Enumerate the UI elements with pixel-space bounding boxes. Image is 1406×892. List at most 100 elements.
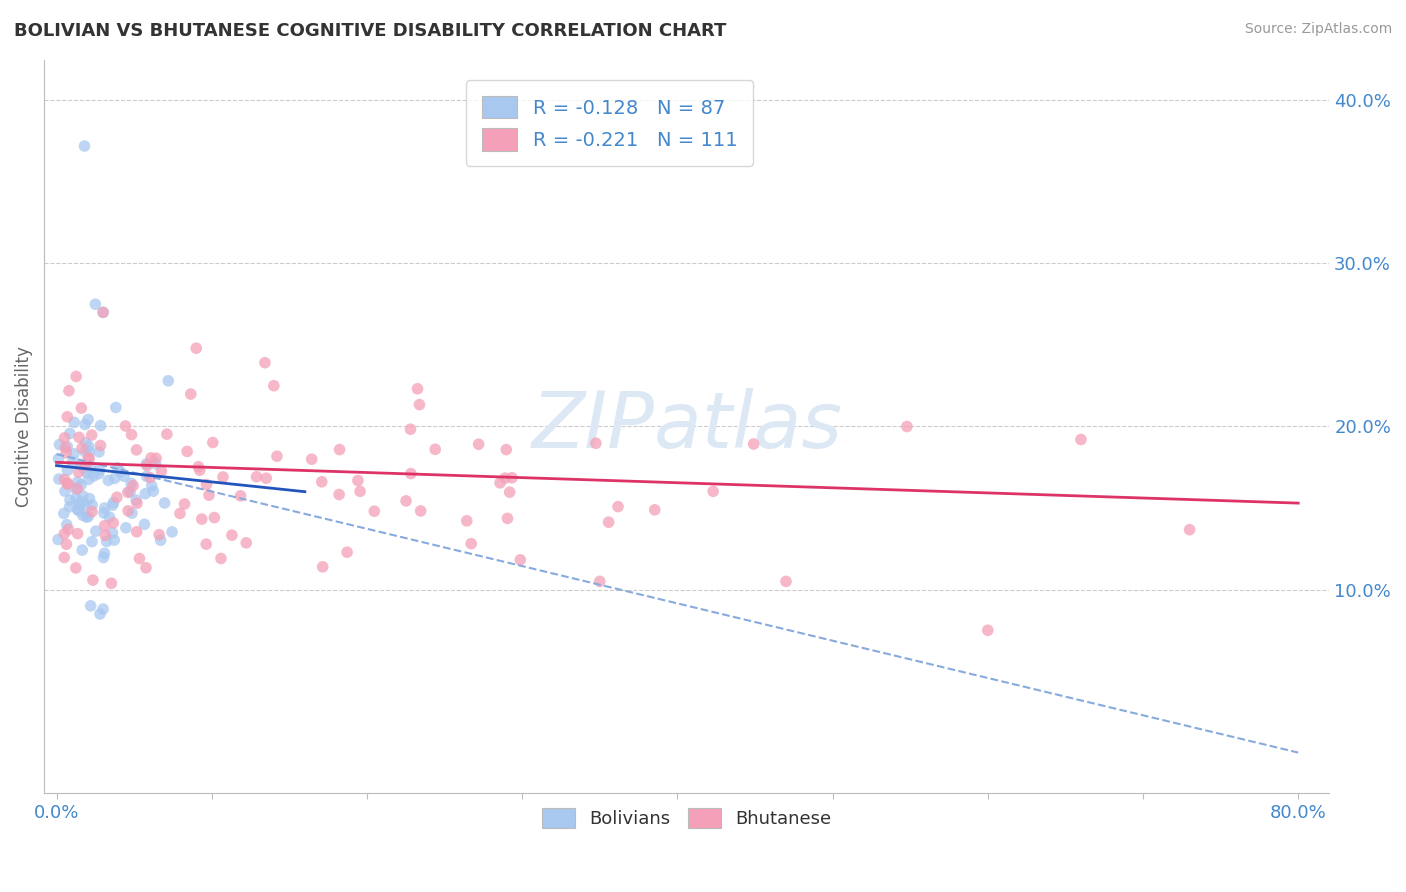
Text: ZIPatlas: ZIPatlas — [531, 389, 842, 465]
Point — [55, 441, 77, 455]
Point — [70, 441, 93, 455]
Point — [53, 484, 76, 499]
Point — [48, 451, 70, 466]
Point — [53, 431, 76, 445]
Point — [87, 445, 110, 459]
Point — [125, 442, 148, 457]
Point — [48, 472, 70, 486]
Point — [191, 512, 214, 526]
Point — [644, 503, 666, 517]
Point — [201, 435, 224, 450]
Point — [136, 458, 159, 473]
Point — [128, 551, 150, 566]
Point — [135, 561, 157, 575]
Point — [467, 437, 489, 451]
Point — [253, 356, 276, 370]
Point — [117, 485, 139, 500]
Point — [63, 415, 86, 429]
Point — [266, 449, 288, 463]
Point — [56, 409, 79, 424]
Point — [117, 504, 139, 518]
Point — [77, 451, 100, 466]
Point — [221, 528, 243, 542]
Point — [229, 489, 252, 503]
Point — [775, 574, 797, 589]
Point — [585, 436, 607, 450]
Point — [121, 506, 143, 520]
Point — [82, 573, 104, 587]
Point — [501, 471, 523, 485]
Point — [148, 527, 170, 541]
Point — [77, 450, 100, 465]
Point — [156, 427, 179, 442]
Point — [70, 401, 93, 416]
Point — [76, 466, 98, 480]
Point — [70, 495, 93, 509]
Point — [79, 491, 101, 506]
Legend: Bolivians, Bhutanese: Bolivians, Bhutanese — [534, 800, 838, 836]
Point — [104, 471, 127, 485]
Point — [59, 493, 82, 508]
Point — [52, 507, 75, 521]
Point — [245, 469, 267, 483]
Point — [169, 507, 191, 521]
Point — [198, 488, 221, 502]
Point — [67, 497, 90, 511]
Point — [63, 482, 86, 496]
Point — [311, 475, 333, 489]
Point — [399, 422, 422, 436]
Point — [977, 624, 1000, 638]
Point — [90, 418, 112, 433]
Point — [406, 382, 429, 396]
Point — [93, 518, 115, 533]
Point — [120, 476, 142, 491]
Point — [67, 465, 90, 479]
Point — [56, 476, 79, 491]
Point — [139, 450, 162, 465]
Point — [93, 546, 115, 560]
Point — [150, 464, 173, 478]
Point — [460, 536, 482, 550]
Point — [112, 469, 135, 483]
Point — [598, 515, 620, 529]
Point — [498, 485, 520, 500]
Point — [103, 533, 125, 548]
Point — [46, 533, 69, 547]
Point — [62, 455, 84, 469]
Point — [65, 491, 87, 505]
Point — [1070, 433, 1092, 447]
Point — [48, 437, 70, 451]
Text: BOLIVIAN VS BHUTANESE COGNITIVE DISABILITY CORRELATION CHART: BOLIVIAN VS BHUTANESE COGNITIVE DISABILI… — [14, 22, 727, 40]
Point — [409, 504, 432, 518]
Point — [157, 374, 180, 388]
Point — [84, 297, 107, 311]
Point — [186, 341, 208, 355]
Point — [58, 522, 80, 536]
Point — [53, 473, 76, 487]
Point — [82, 498, 104, 512]
Point — [142, 484, 165, 499]
Point — [59, 426, 82, 441]
Point — [84, 524, 107, 538]
Point — [328, 442, 350, 457]
Point — [202, 510, 225, 524]
Point — [209, 551, 232, 566]
Point — [93, 506, 115, 520]
Point — [56, 477, 79, 491]
Point — [742, 437, 765, 451]
Point — [75, 435, 97, 450]
Point — [73, 139, 96, 153]
Point — [97, 474, 120, 488]
Point — [89, 438, 111, 452]
Point — [58, 384, 80, 398]
Point — [160, 524, 183, 539]
Point — [399, 467, 422, 481]
Point — [114, 419, 136, 434]
Point — [96, 534, 118, 549]
Point — [195, 477, 218, 491]
Point — [134, 486, 156, 500]
Point — [110, 465, 132, 479]
Point — [98, 510, 121, 524]
Point — [312, 559, 335, 574]
Point — [100, 576, 122, 591]
